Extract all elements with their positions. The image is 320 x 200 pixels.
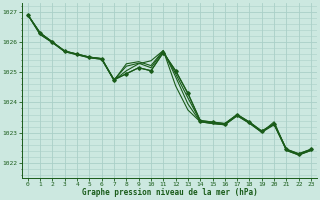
X-axis label: Graphe pression niveau de la mer (hPa): Graphe pression niveau de la mer (hPa) [82,188,257,197]
